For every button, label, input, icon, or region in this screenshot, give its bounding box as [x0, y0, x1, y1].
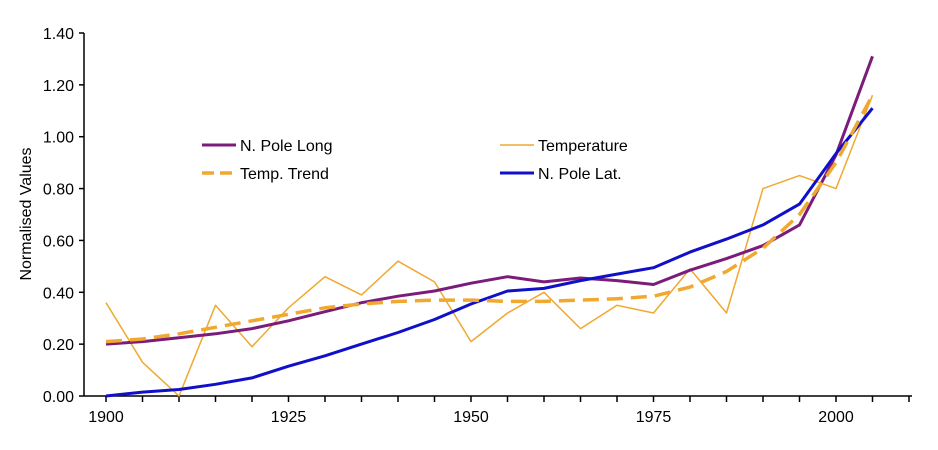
x-tick-label: 2000	[818, 409, 854, 426]
series-line-n-pole-lat	[105, 107, 874, 398]
y-ticks: 0.00 0.20 0.40 0.60 0.80 1.00 1.20 1.40	[43, 26, 84, 406]
y-tick-label: 1.20	[43, 78, 74, 95]
y-tick-label: 0.00	[43, 389, 74, 406]
x-tick-label: 1900	[88, 409, 124, 426]
series-line-temp-trend	[105, 94, 875, 344]
x-tick-label: 1925	[271, 409, 307, 426]
legend-label-n-pole-long: N. Pole Long	[240, 138, 333, 155]
legend-label-temperature: Temperature	[538, 138, 628, 155]
x-tick-label: 1975	[636, 409, 672, 426]
y-tick-label: 1.40	[43, 26, 74, 43]
legend: N. Pole Long Temperature Temp. Trend N. Pol…	[202, 138, 628, 183]
x-tick-label: 1950	[453, 409, 489, 426]
y-tick-label: 0.60	[43, 233, 74, 250]
x-ticks: 1900 1925 1950 1975 2000	[88, 396, 910, 426]
series-line-temperature	[105, 94, 874, 397]
axes	[83, 33, 912, 397]
legend-label-temp-trend: Temp. Trend	[240, 166, 329, 183]
y-axis-title: Normalised Values	[18, 147, 35, 280]
y-tick-label: 0.20	[43, 337, 74, 354]
y-tick-label: 1.00	[43, 130, 74, 147]
legend-label-n-pole-lat: N. Pole Lat.	[538, 166, 622, 183]
series-group	[105, 55, 875, 398]
y-tick-label: 0.80	[43, 182, 74, 199]
series-line-n-pole-long	[105, 55, 874, 346]
y-tick-label: 0.40	[43, 285, 74, 302]
